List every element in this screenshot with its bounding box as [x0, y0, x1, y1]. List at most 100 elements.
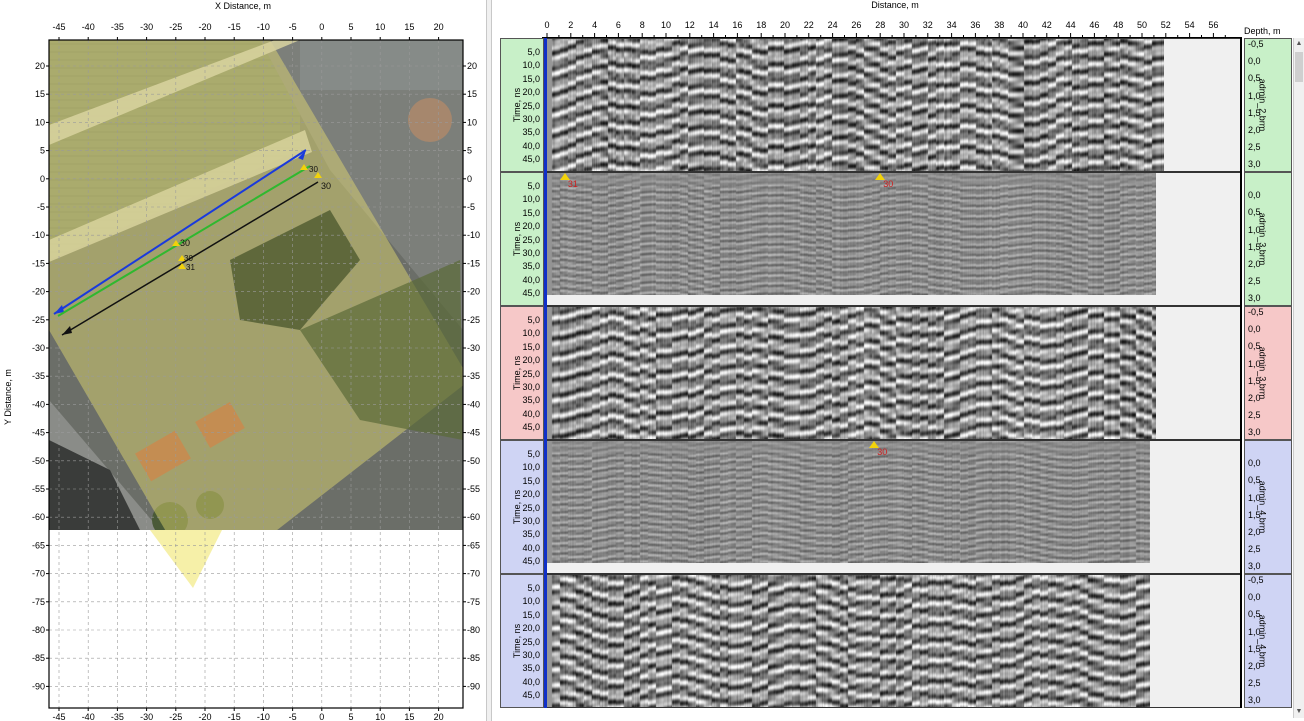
- map-marker[interactable]: [178, 263, 186, 269]
- radar-marker[interactable]: [875, 173, 886, 180]
- y-tick-right: 0: [467, 174, 472, 184]
- distance-tick: 38: [994, 20, 1004, 30]
- map-marker[interactable]: [178, 255, 186, 261]
- radargram-profile[interactable]: [544, 38, 1240, 172]
- y-tick-left: -80: [32, 625, 45, 635]
- map-point-label: 30: [180, 238, 190, 248]
- depth-tick: 3,0: [1248, 427, 1261, 438]
- depth-tick: 2,5: [1248, 142, 1261, 153]
- radargram-profile[interactable]: [544, 440, 1240, 574]
- x-tick-top: -30: [140, 22, 153, 32]
- y-tick-right: -25: [467, 315, 480, 325]
- building-roof: [49, 40, 300, 260]
- y-tick-left: 0: [40, 174, 45, 184]
- time-tick: 25,0: [522, 100, 540, 111]
- distance-tick: 28: [875, 20, 885, 30]
- y-tick-left: -60: [32, 512, 45, 522]
- depth-tick: 1,0: [1248, 224, 1261, 235]
- radar-marker[interactable]: [869, 441, 880, 448]
- radargram-profile[interactable]: [544, 574, 1240, 708]
- y-tick-left: 5: [40, 146, 45, 156]
- scroll-down-icon[interactable]: ▼: [1295, 708, 1303, 715]
- vertical-scrollbar[interactable]: ▲ ▼: [1293, 38, 1304, 718]
- time-tick: 10,0: [522, 596, 540, 607]
- black-track[interactable]: [61, 181, 319, 336]
- x-tick-top: 20: [434, 22, 444, 32]
- y-tick-left: -15: [32, 258, 45, 268]
- map-point-label: 31: [186, 263, 195, 272]
- y-tick-right: -50: [467, 456, 480, 466]
- depth-tick: 1,0: [1248, 90, 1261, 101]
- blue-track[interactable]: [53, 149, 307, 315]
- time-tick: 15,0: [522, 207, 540, 218]
- y-tick-right: 20: [467, 61, 477, 71]
- map-marker[interactable]: [300, 164, 308, 170]
- time-tick: 35,0: [522, 529, 540, 540]
- time-tick: 10,0: [522, 60, 540, 71]
- cursor-line[interactable]: [544, 38, 547, 708]
- map-marker[interactable]: [314, 172, 322, 178]
- time-tick: 40,0: [522, 542, 540, 553]
- x-tick-top: -45: [52, 22, 65, 32]
- x-tick-bottom: -5: [289, 712, 297, 721]
- time-tick: 20,0: [522, 221, 540, 232]
- time-tick: 5,0: [527, 449, 540, 459]
- depth-tick: 1,0: [1248, 626, 1261, 637]
- time-tick: 30,0: [522, 114, 540, 124]
- depth-tick: -0,5: [1248, 39, 1264, 49]
- distance-tick: 24: [828, 20, 838, 30]
- time-tick: 25,0: [522, 234, 540, 245]
- section-end-line: [1240, 38, 1242, 708]
- radargram-profile[interactable]: [544, 172, 1240, 306]
- time-tick: 25,0: [522, 368, 540, 379]
- profile-file-label: admin_3.brm: [1257, 346, 1268, 400]
- depth-tick: 2,0: [1248, 125, 1261, 135]
- depth-tick: 3,0: [1248, 159, 1261, 170]
- y-tick-left: -10: [32, 230, 45, 240]
- time-tick: 35,0: [522, 127, 540, 138]
- distance-axis-title: Distance, m: [871, 0, 919, 10]
- map-frame: [48, 39, 464, 709]
- radargram-image[interactable]: [544, 307, 1156, 439]
- profile-file-label: admin_3.brm: [1257, 212, 1268, 266]
- depth-tick: 1,5: [1248, 509, 1261, 520]
- panel-splitter[interactable]: [486, 0, 492, 721]
- time-tick: 15,0: [522, 341, 540, 352]
- depth-axis-box: 0,0 0,5 1,0 1,5 2,0 2,5 3,0 admin_4.brm: [1244, 440, 1292, 574]
- distance-tick: 20: [780, 20, 790, 30]
- radargram-image[interactable]: [544, 39, 1164, 171]
- time-axis-box: Time, ns 5,0 10,0 15,0 20,0 25,0 30,0 35,0 40,0 4…: [500, 574, 544, 708]
- scroll-up-icon[interactable]: ▲: [1295, 40, 1303, 47]
- radargram-panel[interactable]: Distance, m Depth, m 0 2 4 6 8 10 12 14 16 18 20 22…: [492, 0, 1304, 721]
- time-tick: 30,0: [522, 248, 540, 258]
- time-tick: 45,0: [522, 556, 540, 567]
- distance-tick: 6: [616, 20, 621, 30]
- depth-tick: 2,0: [1248, 393, 1261, 403]
- depth-tick: 3,0: [1248, 293, 1261, 304]
- green-track[interactable]: [57, 165, 311, 317]
- time-tick: 10,0: [522, 462, 540, 473]
- time-tick: 5,0: [527, 47, 540, 57]
- y-tick-right: 5: [467, 146, 472, 156]
- distance-tick: 26: [851, 20, 861, 30]
- x-tick-top: -5: [289, 22, 297, 32]
- radargram-image[interactable]: [544, 441, 1150, 563]
- x-tick-top: -15: [228, 22, 241, 32]
- time-tick: 40,0: [522, 140, 540, 151]
- depth-tick: 0,5: [1248, 475, 1261, 486]
- time-tick: 45,0: [522, 288, 540, 299]
- radargram-image[interactable]: [544, 173, 1156, 295]
- radargram-profile[interactable]: [544, 306, 1240, 440]
- x-tick-top: 10: [375, 22, 385, 32]
- distance-tick: 42: [1042, 20, 1052, 30]
- map-plot[interactable]: 30 30 30 30 31 -45-45-40-40-35-35-30-30-…: [0, 0, 486, 721]
- map-ticks: -45 -45 -40 -40 -35 -35 -30 -30 -25 -25 -20 -20 -15 -…: [32, 22, 480, 721]
- radargram-image[interactable]: [544, 575, 1150, 707]
- map-marker[interactable]: [172, 240, 180, 246]
- depth-tick: 0,5: [1248, 341, 1261, 352]
- scrollbar-thumb[interactable]: [1295, 52, 1303, 82]
- distance-tick: 36: [970, 20, 980, 30]
- map-point-label: 30: [184, 254, 193, 263]
- radar-marker[interactable]: [559, 173, 570, 180]
- map-panel[interactable]: X Distance, m Y Distance, m: [0, 0, 486, 721]
